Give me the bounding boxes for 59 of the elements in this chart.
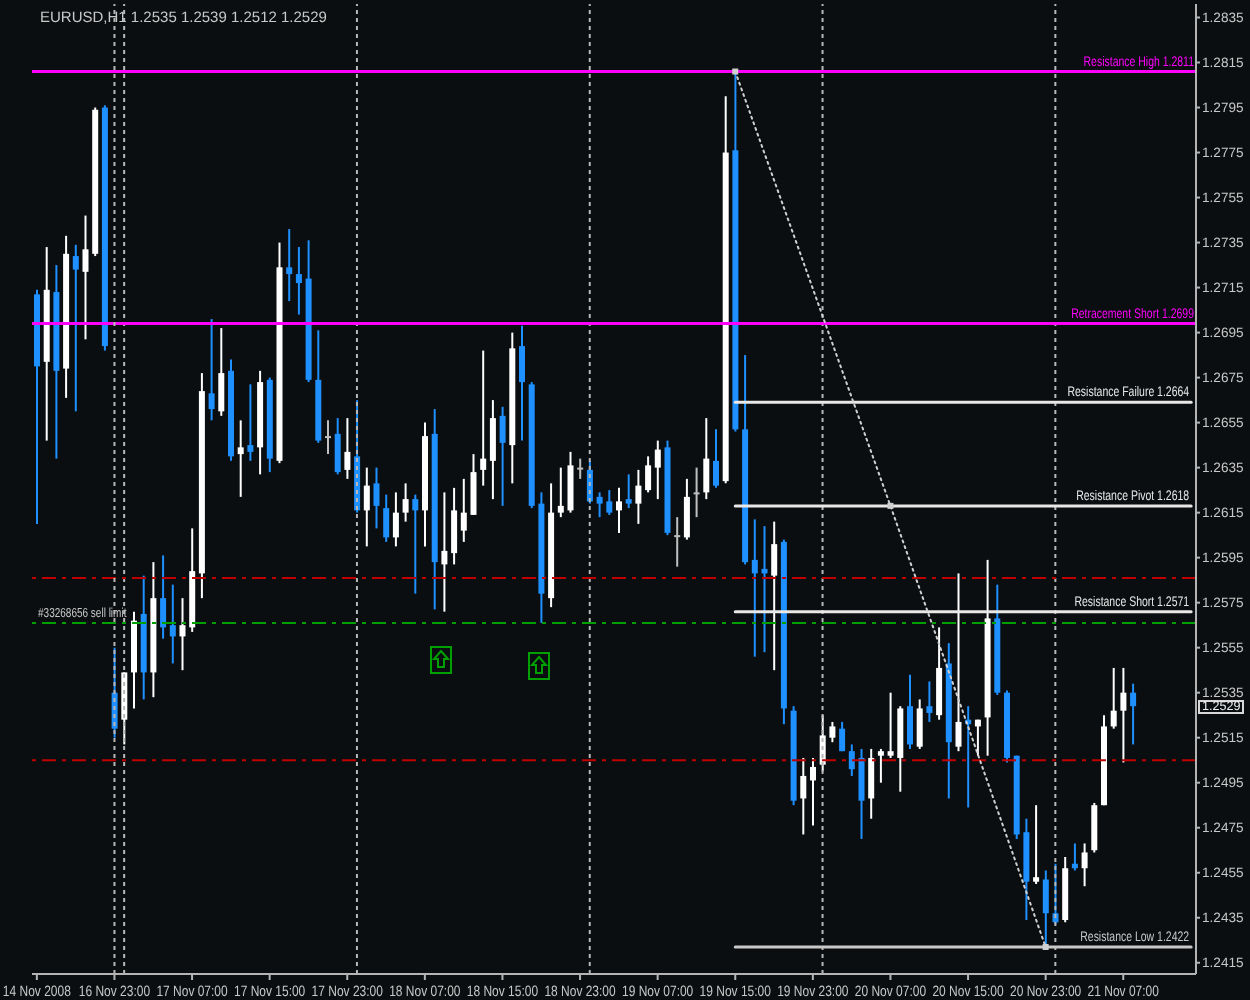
candlestick [363,466,370,548]
candlestick [936,626,943,721]
candlestick [402,482,409,523]
candlestick [489,399,496,501]
candlestick [868,747,875,820]
candlestick [286,228,293,303]
candlestick [451,486,458,566]
candlestick [645,455,652,494]
candlestick [1081,842,1088,888]
candlestick [567,450,574,514]
candlestick [858,747,865,840]
candlestick [72,243,79,413]
candlestick [218,327,225,417]
candlestick [800,756,807,836]
candlestick [412,493,419,595]
candlestick [683,477,690,541]
candlestick [771,520,778,672]
candlestick [877,747,884,784]
candlestick [519,324,525,442]
candlestick [654,439,661,501]
candlestick [237,419,244,498]
candlestick [441,491,448,613]
candlestick [480,349,487,487]
candlestick [713,428,719,489]
candlestick [295,246,302,316]
candlestick [916,698,923,750]
candlestick [616,486,622,534]
candlestick [334,417,341,476]
candlestick [693,466,700,519]
candlestick [470,453,477,516]
candlestick [751,518,758,658]
candlestick [907,673,913,750]
candlestick [383,493,390,543]
candlestick [460,477,467,543]
candlestick [344,417,351,480]
candlestick [635,468,642,525]
candlestick [1130,682,1137,746]
candlestick [392,491,399,548]
candlestick [169,583,176,665]
candlestick [1110,666,1117,730]
candlestick [1091,801,1098,854]
candlestick [373,466,380,530]
candlestick [810,756,816,827]
candlestick [160,554,167,640]
candlestick [674,516,681,568]
candlestick [848,743,855,777]
candlestick [247,383,254,462]
candlestick [499,405,506,507]
candlestick [577,457,584,480]
candlestick [557,466,564,519]
candlestick [703,417,710,501]
candlestick [1120,666,1127,764]
candlestick [1033,804,1040,885]
candlestick [926,680,933,723]
candlestick [839,720,846,753]
candlestick [208,318,215,422]
candlestick [325,419,331,456]
candlestick [955,572,962,753]
candlestick [625,473,632,510]
